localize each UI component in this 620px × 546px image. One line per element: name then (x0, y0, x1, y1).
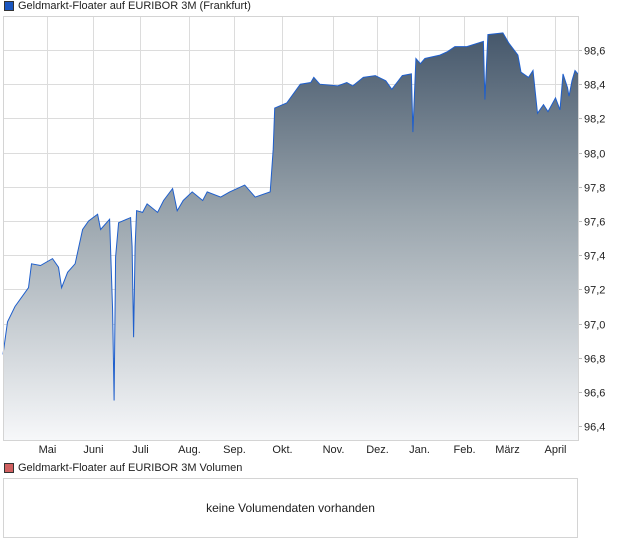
x-tick-label: Dez. (366, 444, 389, 456)
price-legend: Geldmarkt-Floater auf EURIBOR 3M (Frankf… (4, 0, 251, 12)
y-tick-label: 96,6 (584, 388, 605, 400)
x-tick-label: Nov. (323, 444, 345, 456)
y-tick-label: 96,4 (584, 422, 605, 434)
price-line (2, 32, 579, 401)
y-tick-label: 98,0 (584, 149, 605, 161)
volume-chart: keine Volumendaten vorhanden (3, 478, 578, 538)
no-volume-message: keine Volumendaten vorhanden (206, 501, 375, 515)
y-tick-label: 98,4 (584, 80, 605, 92)
x-tick-label: Okt. (272, 444, 292, 456)
x-tick-label: Feb. (453, 444, 475, 456)
y-tick-label: 97,2 (584, 285, 605, 297)
price-legend-swatch (4, 1, 14, 11)
y-tick-label: 96,8 (584, 354, 605, 366)
x-tick-label: Aug. (178, 444, 201, 456)
y-tick-label: 97,0 (584, 320, 605, 332)
price-legend-label: Geldmarkt-Floater auf EURIBOR 3M (Frankf… (18, 0, 251, 12)
volume-legend-swatch (4, 463, 14, 473)
price-area (3, 32, 578, 442)
y-tick-label: 97,4 (584, 251, 605, 263)
y-tick-label: 98,6 (584, 46, 605, 58)
x-tick-label: Juli (132, 444, 149, 456)
volume-legend-label: Geldmarkt-Floater auf EURIBOR 3M Volumen (18, 462, 243, 474)
y-tick-label: 97,8 (584, 183, 605, 195)
plot-frame (3, 16, 579, 441)
y-tick-label: 97,6 (584, 217, 605, 229)
x-tick-label: Juni (83, 444, 103, 456)
volume-legend: Geldmarkt-Floater auf EURIBOR 3M Volumen (4, 462, 242, 474)
x-tick-label: Mai (39, 444, 57, 456)
x-tick-label: Jan. (409, 444, 430, 456)
x-tick-label: Sep. (223, 444, 246, 456)
price-chart: 98,6 98,4 98,2 98,0 97,8 97,6 97,4 97,2 97,0 96,8… (2, 16, 605, 456)
y-tick-label: 98,2 (584, 114, 605, 126)
x-tick-label: April (544, 444, 566, 456)
x-tick-label: März (495, 444, 519, 456)
